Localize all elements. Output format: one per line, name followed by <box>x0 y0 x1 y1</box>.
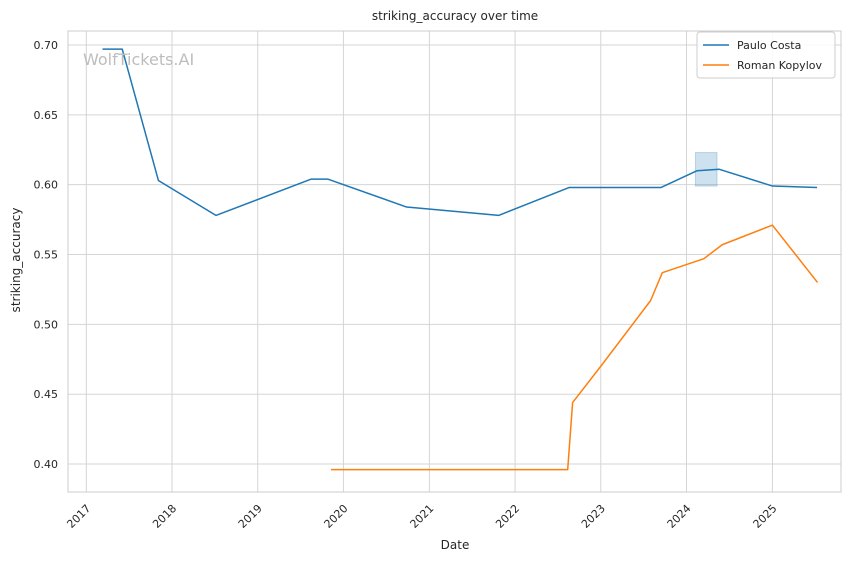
x-tick-label: 2019 <box>236 502 265 531</box>
series-line-paulo-costa <box>102 48 818 217</box>
legend: Paulo Costa Roman Kopylov <box>696 31 836 79</box>
y-tick-label: 0.40 <box>34 458 59 471</box>
x-tick-label: 2023 <box>579 502 608 531</box>
x-axis-ticks: 2017 2018 2019 2020 2021 2022 2023 2024 2025 <box>64 502 779 531</box>
y-tick-label: 0.65 <box>34 109 59 122</box>
y-axis-title: striking_accuracy <box>9 208 23 313</box>
legend-label-roman-kopylov: Roman Kopylov <box>737 59 822 72</box>
y-tick-label: 0.45 <box>34 388 59 401</box>
series-lines <box>102 48 819 471</box>
x-tick-label: 2022 <box>493 502 522 531</box>
series-line-roman-kopylov <box>330 224 819 471</box>
y-tick-label: 0.70 <box>34 39 59 52</box>
y-tick-label: 0.50 <box>34 318 59 331</box>
plot-frame <box>67 30 842 493</box>
x-tick-label: 2024 <box>665 502 694 531</box>
grid <box>68 31 841 492</box>
x-tick-label: 2018 <box>150 502 179 531</box>
x-tick-label: 2017 <box>64 502 93 531</box>
legend-label-paulo-costa: Paulo Costa <box>737 39 801 52</box>
x-axis-title: Date <box>441 538 470 552</box>
legend-frame <box>696 31 836 79</box>
y-axis-ticks: 0.40 0.45 0.50 0.55 0.60 0.65 0.70 <box>34 39 59 471</box>
y-tick-label: 0.55 <box>34 249 59 262</box>
x-tick-label: 2020 <box>322 502 351 531</box>
watermark-text: WolfTickets.AI <box>83 50 194 69</box>
x-tick-label: 2025 <box>751 502 780 531</box>
x-tick-label: 2021 <box>408 502 437 531</box>
chart-title: striking_accuracy over time <box>372 9 538 23</box>
y-tick-label: 0.60 <box>34 179 59 192</box>
